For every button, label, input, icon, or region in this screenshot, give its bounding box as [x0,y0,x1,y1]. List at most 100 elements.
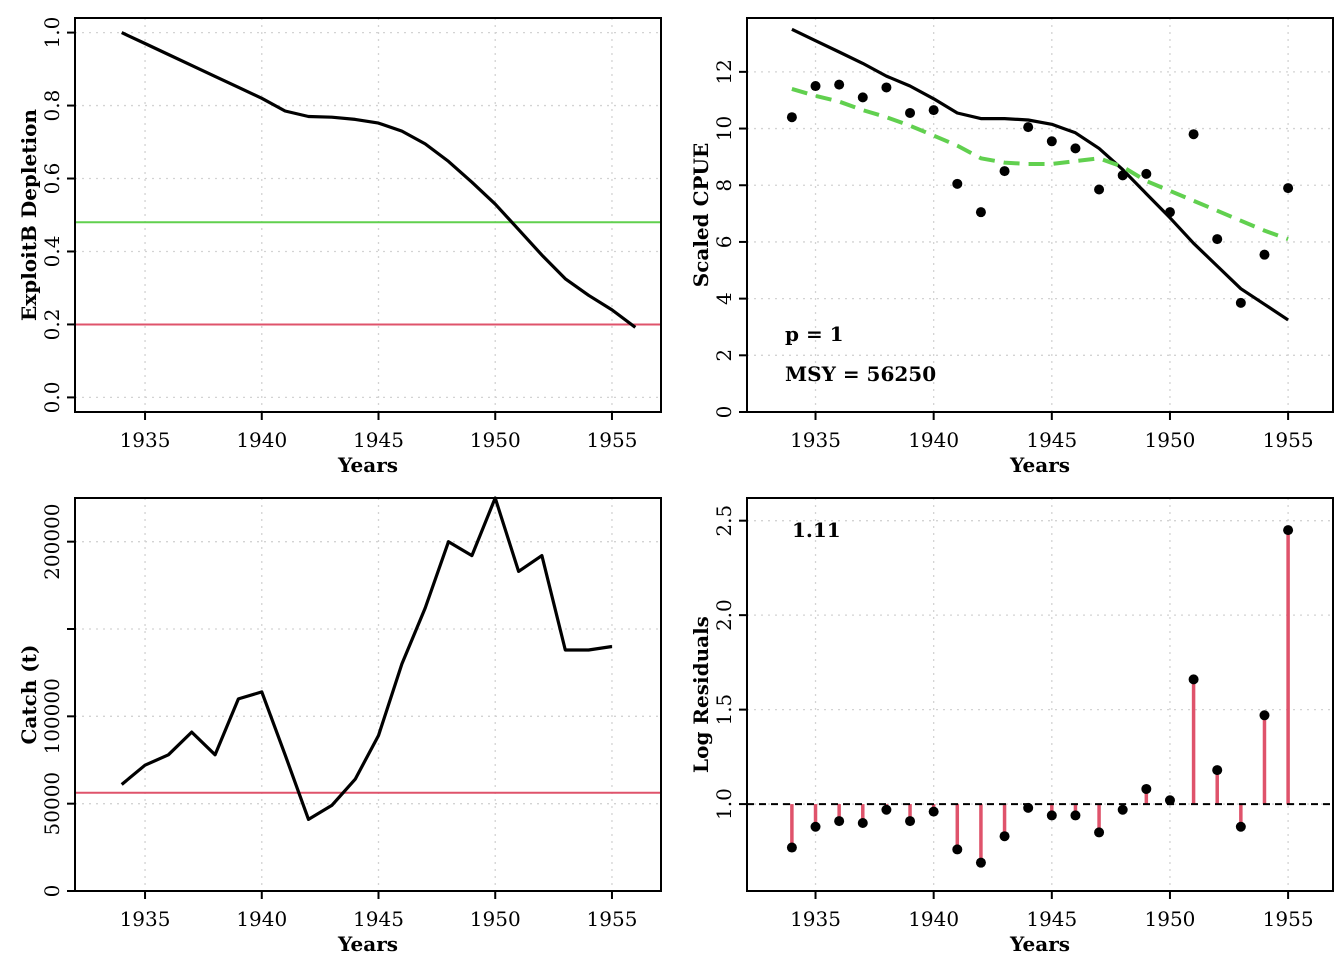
data-point [905,816,916,827]
y-tick-label: 1.0 [40,17,64,49]
data-point [1259,249,1270,260]
y-tick-label: 100000 [40,678,64,754]
y-tick-label: 2.0 [712,599,736,631]
data-point [1188,129,1199,140]
x-tick-label: 1945 [1026,428,1077,452]
data-point [1070,143,1081,154]
data-point [1164,795,1175,806]
y-axis-title: Catch (t) [17,645,41,745]
data-point [1046,136,1057,147]
data-point [999,831,1010,842]
y-tick-label: 10 [712,116,736,141]
y-axis-title: Scaled CPUE [689,143,713,288]
panel-catch: 1935 1940 1945 1950 1955 0 50000 100000 200000 Ye… [17,496,662,956]
data-point [1235,297,1246,308]
y-tick-label: 0 [712,406,736,419]
x-tick-label: 1945 [353,907,404,931]
data-point [928,806,939,817]
series-line-0 [120,496,613,822]
data-point [1094,827,1105,838]
x-tick-label: 1935 [120,907,171,931]
x-axis-title: Years [337,932,398,956]
plot-frame [746,497,1334,892]
data-point [857,817,868,828]
data-point [928,105,939,116]
data-point [1235,821,1246,832]
data-point [810,821,821,832]
x-tick-label: 1955 [587,907,638,931]
annotation-text: p = 1 [785,322,844,346]
y-tick-label: 50000 [40,772,64,836]
data-point [952,178,963,189]
x-tick-label: 1940 [908,907,959,931]
y-axis-title: Log Residuals [689,616,713,773]
x-tick-label: 1955 [1263,907,1314,931]
x-tick-label: 1940 [236,907,287,931]
x-tick-label: 1945 [1026,907,1077,931]
y-tick-label: 1.0 [712,788,736,820]
data-point [1283,525,1294,536]
data-point [1283,183,1294,194]
data-point [881,804,892,815]
annotation-text: MSY = 56250 [785,362,936,386]
y-tick-label: 0 [40,885,64,898]
x-tick-label: 1940 [908,428,959,452]
data-point [1070,810,1081,821]
data-point [1094,184,1105,195]
data-point [786,842,797,853]
x-tick-label: 1935 [790,428,841,452]
data-point [999,166,1010,177]
data-point [857,92,868,103]
y-axis-title: ExploitB Depletion [17,109,41,321]
plot-frame [746,17,1334,413]
data-point [1141,168,1152,179]
data-point [1212,765,1223,776]
data-point [905,107,916,118]
data-point [810,81,821,92]
x-tick-label: 1955 [587,428,638,452]
data-point [786,112,797,123]
data-point [1117,804,1128,815]
data-point [1141,783,1152,794]
x-axis-title: Years [337,453,398,477]
y-tick-label: 8 [712,179,736,192]
data-point [834,79,845,90]
data-point [975,207,986,218]
data-point [952,844,963,855]
y-tick-label: 0.2 [40,309,64,341]
y-tick-label: 0.4 [40,236,64,268]
y-tick-label: 0.6 [40,163,64,195]
y-tick-label: 2 [712,349,736,362]
x-tick-label: 1950 [470,428,521,452]
y-tick-label: 12 [712,59,736,84]
series-line-1 [791,27,1289,322]
data-point [1259,710,1270,721]
y-tick-label: 4 [712,292,736,305]
y-tick-label: 0.0 [40,382,64,414]
panel-residuals: 1935 1940 1945 1950 1955 1.0 1.5 2.0 2.5 Years Log… [689,497,1334,956]
data-point [1023,802,1034,813]
x-tick-label: 1935 [790,907,841,931]
x-axis-title: Years [1009,453,1070,477]
x-axis-title: Years [1009,932,1070,956]
data-point [975,857,986,868]
x-tick-label: 1950 [1145,907,1196,931]
y-tick-label: 200000 [40,503,64,579]
y-tick-label: 1.5 [712,694,736,726]
series-line-2 [791,86,1289,241]
series-line-0 [121,31,637,329]
x-tick-label: 1950 [1145,428,1196,452]
x-tick-label: 1950 [470,907,521,931]
panel-depletion: 1935 1940 1945 1950 1955 0.0 0.2 0.4 0.6 0.8 1.0 Ye… [17,17,662,477]
data-point [834,816,845,827]
x-tick-label: 1945 [353,428,404,452]
x-tick-label: 1935 [120,428,171,452]
data-point [1212,234,1223,245]
panel-cpue: 1935 1940 1945 1950 1955 0 2 4 6 8 10 12 Years Scaled… [689,17,1334,477]
plot-frame [74,17,662,413]
annotation-text: 1.11 [792,518,841,542]
data-point [1046,810,1057,821]
plot-frame [74,497,662,892]
y-tick-label: 0.8 [40,90,64,122]
